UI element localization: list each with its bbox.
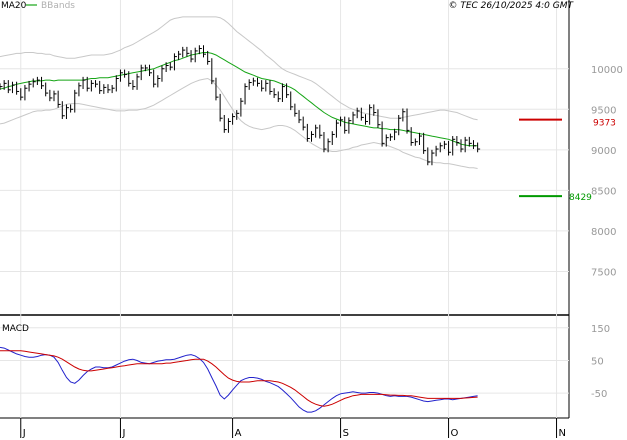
macd-layer (0, 346, 478, 413)
axis-labels-layer: 7500 8000 8500 9000 9500 10000 -50 50 150 J J A S O N (20, 65, 623, 439)
legend-bbands-label: BBands (41, 1, 75, 11)
time-tick-label: J (121, 428, 125, 439)
price-tick-label: 8000 (591, 227, 616, 238)
price-tick-label: 9500 (591, 105, 616, 116)
time-tick-label: J (22, 428, 26, 439)
support-label: 8429 (569, 193, 592, 203)
bollinger-lower-line (0, 77, 478, 169)
macd-tick-label: 150 (591, 324, 610, 335)
time-tick-label: O (451, 428, 459, 439)
price-tick-label: 7500 (591, 267, 616, 278)
ma20-layer (0, 52, 478, 147)
ma20-line (0, 52, 478, 147)
macd-signal-line (0, 350, 478, 407)
macd-tick-label: 50 (591, 356, 604, 367)
bollinger-bands-layer (0, 16, 478, 169)
macd-tick-label: -50 (591, 389, 607, 400)
time-tick-label: A (235, 428, 242, 439)
price-tick-label: 8500 (591, 186, 616, 197)
time-tick-label: S (343, 428, 349, 439)
level-markers-layer (519, 118, 562, 198)
resistance-label: 9373 (593, 119, 616, 129)
legend-ma20-label: MA20 (1, 1, 27, 11)
price-tick-label: 9000 (591, 146, 616, 157)
price-tick-label: 10000 (591, 65, 623, 76)
grid-layer (0, 0, 569, 418)
time-tick-label: N (559, 428, 566, 439)
bollinger-upper-line (0, 16, 478, 121)
copyright-label: © TEC 26/10/2025 4:0 GMT (448, 1, 574, 11)
macd-panel-title: MACD (2, 324, 29, 334)
price-bars-layer (0, 45, 481, 166)
macd-line (0, 346, 478, 413)
